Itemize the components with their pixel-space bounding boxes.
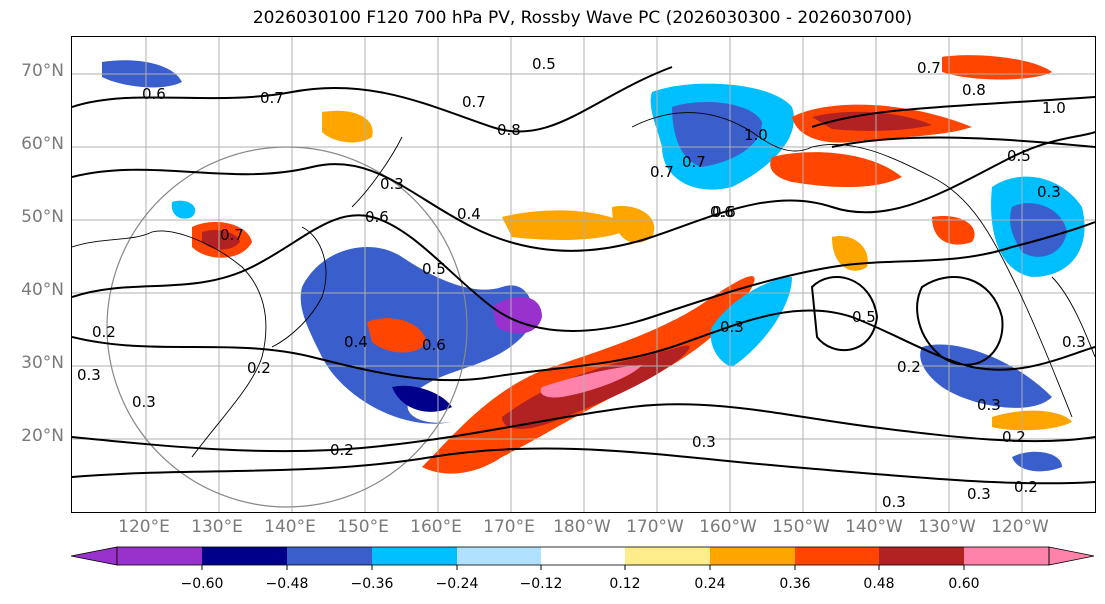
contour-label: 0.4 [344, 333, 368, 351]
reference-circle [106, 146, 468, 508]
colorbar-segment [710, 547, 795, 565]
lon-label: 160°E [410, 517, 462, 537]
lon-label: 120°E [118, 517, 170, 537]
contour-label: 0.2 [897, 358, 921, 376]
lat-label: 40°N [21, 280, 64, 300]
contour-label: 0.3 [720, 318, 744, 336]
contour-label: 0.2 [1002, 428, 1026, 446]
lon-label: 140°W [845, 517, 903, 537]
colorbar-tick-label: −0.60 [180, 576, 224, 592]
contour-label: 0.7 [260, 89, 284, 107]
map-panel: 0.6 0.7 0.5 0.7 0.8 0.7 0.7 1.0 0.7 0.8 … [71, 36, 1096, 513]
contour-label: 0.4 [457, 205, 481, 223]
colorbar-segment [70, 546, 118, 566]
colorbar-segment [795, 547, 879, 565]
lon-label: 150°W [772, 517, 830, 537]
contour-label: 0.7 [650, 163, 674, 181]
contour-label: 0.5 [852, 308, 876, 326]
contour-label: 0.7 [462, 93, 486, 111]
lon-label: 130°E [191, 517, 243, 537]
contour-label: 0.3 [977, 396, 1001, 414]
colorbar-segment [372, 547, 457, 565]
colorbar [70, 546, 1095, 570]
contour-label: 0.6 [422, 336, 446, 354]
lat-label: 20°N [21, 426, 64, 446]
contour-labels: 0.6 0.7 0.5 0.7 0.8 0.7 0.7 1.0 0.7 0.8 … [77, 55, 1086, 511]
contour-label: 0.5 [1007, 147, 1031, 165]
contour-label: 0.3 [692, 433, 716, 451]
colorbar-segment [964, 547, 1049, 565]
lat-label: 50°N [21, 207, 64, 227]
lat-label: 30°N [21, 353, 64, 373]
contour-label: 0.3 [967, 485, 991, 503]
shaded-anomalies [102, 55, 1085, 474]
contour-label: 0.5 [422, 260, 446, 278]
lon-label: 160°W [699, 517, 757, 537]
contour-label: 0.7 [917, 59, 941, 77]
contour-label: 0.8 [962, 81, 986, 99]
map-title: 2026030100 F120 700 hPa PV, Rossby Wave … [252, 8, 913, 28]
colorbar-segment [117, 547, 202, 565]
graticule [72, 37, 1095, 512]
colorbar-segment [287, 547, 372, 565]
lat-label: 70°N [21, 61, 64, 81]
colorbar-tick-label: 0.60 [948, 576, 980, 592]
contour-label: 0.3 [77, 366, 101, 384]
colorbar-segment [879, 547, 964, 565]
colorbar-tick-label: 0.36 [779, 576, 811, 592]
contour-label: 0.7 [220, 226, 244, 244]
lat-label: 60°N [21, 134, 64, 154]
contour-label: 0.6 [142, 85, 166, 103]
coastlines [72, 112, 1095, 458]
lon-label: 140°E [264, 517, 316, 537]
colorbar-segment [202, 547, 287, 565]
contour-label: 0.2 [1014, 478, 1038, 496]
colorbar-segment [625, 547, 710, 565]
contour-label: 0.6 [710, 203, 734, 221]
colorbar-tick-label: −0.36 [350, 576, 394, 592]
contour-label: 0.6 [365, 208, 389, 226]
colorbar-tick-label: 0.48 [863, 576, 895, 592]
colorbar-tick-label: −0.12 [519, 576, 563, 592]
contour-label: 0.2 [92, 323, 116, 341]
pv-contours [72, 66, 1095, 485]
colorbar-tick-label: 0.12 [609, 576, 641, 592]
lon-label: 170°E [483, 517, 535, 537]
contour-label: 0.2 [247, 359, 271, 377]
contour-label: 0.3 [132, 393, 156, 411]
colorbar-segment [541, 547, 625, 565]
contour-label: 1.0 [1042, 99, 1066, 117]
contour-label: 0.7 [682, 153, 706, 171]
lon-label: 180°W [553, 517, 611, 537]
contour-label: 0.6 [712, 203, 736, 221]
contour-label: 0.3 [1037, 183, 1061, 201]
contour-label: 0.5 [532, 55, 556, 73]
contour-label: 0.8 [497, 121, 521, 139]
contour-label: 1.0 [744, 126, 768, 144]
pv-map: 0.6 0.7 0.5 0.7 0.8 0.7 0.7 1.0 0.7 0.8 … [72, 37, 1095, 512]
colorbar-tick-label: 0.24 [694, 576, 726, 592]
contour-label: 0.3 [380, 175, 404, 193]
colorbar-segment [1048, 546, 1095, 566]
colorbar-segment [457, 547, 541, 565]
colorbar-tick-label: −0.48 [265, 576, 309, 592]
lon-label: 170°W [626, 517, 684, 537]
lon-label: 150°E [337, 517, 389, 537]
lon-label: 130°W [918, 517, 976, 537]
contour-label: 0.2 [330, 441, 354, 459]
contour-label: 0.3 [1062, 333, 1086, 351]
contour-label: 0.3 [882, 493, 906, 511]
colorbar-tick-label: −0.24 [435, 576, 479, 592]
lon-label: 120°W [991, 517, 1049, 537]
